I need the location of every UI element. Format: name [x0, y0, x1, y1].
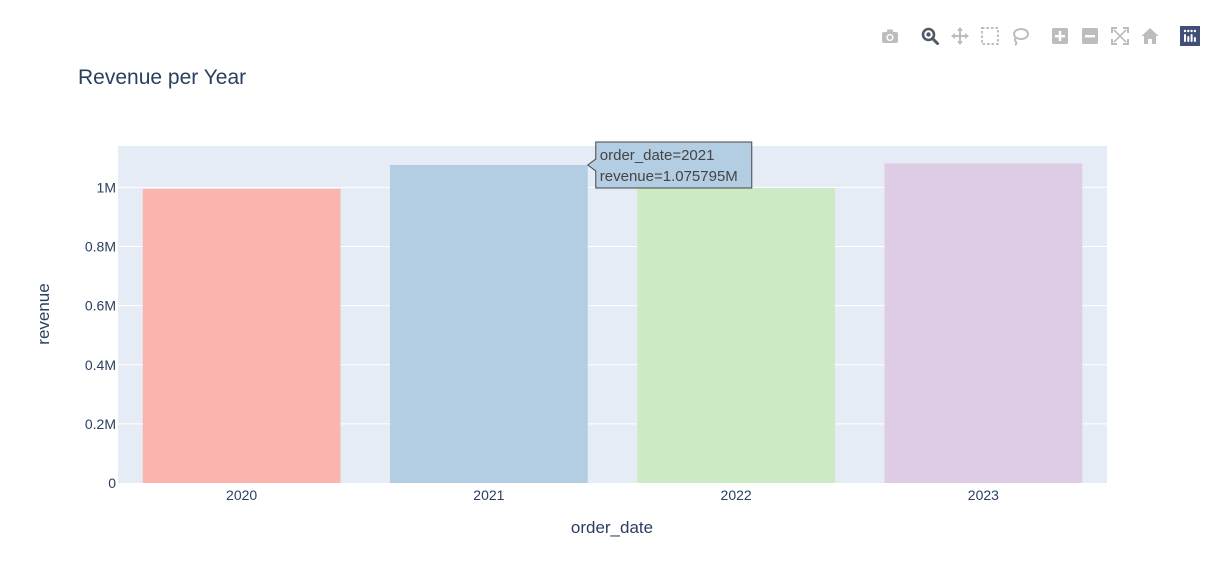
zoom-icon — [921, 27, 939, 45]
zoom-button[interactable] — [918, 24, 942, 48]
x-tick-label: 2021 — [473, 487, 504, 503]
box-select-button[interactable] — [978, 24, 1002, 48]
x-axis-title: order_date — [571, 518, 653, 537]
autoscale-button[interactable] — [1108, 24, 1132, 48]
y-axis-title: revenue — [34, 283, 53, 344]
bar-2023[interactable] — [884, 163, 1083, 483]
bars — [142, 163, 1083, 484]
lasso-select-button[interactable] — [1008, 24, 1032, 48]
x-tick-labels: 2020 2021 2022 2023 — [226, 487, 999, 503]
pan-button[interactable] — [948, 24, 972, 48]
reset-axes-button[interactable] — [1138, 24, 1162, 48]
y-tick-label: 0.4M — [85, 357, 116, 373]
zoom-out-icon — [1082, 28, 1098, 44]
pan-icon — [951, 27, 969, 45]
y-tick-label: 0.8M — [85, 239, 116, 255]
lasso-select-icon — [1013, 28, 1029, 46]
plotly-logo-link[interactable] — [1178, 24, 1202, 48]
hover-tooltip: order_date=2021 revenue=1.075795M — [586, 141, 753, 189]
x-tick-label: 2020 — [226, 487, 257, 503]
y-tick-label: 1M — [97, 179, 116, 195]
y-tick-label: 0.2M — [85, 416, 116, 432]
bar-2021[interactable] — [389, 164, 588, 483]
tooltip-box — [586, 141, 753, 189]
x-tick-label: 2022 — [721, 487, 752, 503]
y-tick-label: 0 — [108, 475, 116, 491]
zoom-out-button[interactable] — [1078, 24, 1102, 48]
zoom-in-button[interactable] — [1048, 24, 1072, 48]
camera-icon — [882, 29, 898, 43]
tooltip-line: order_date=2021 — [600, 147, 715, 164]
home-icon — [1141, 28, 1159, 44]
autoscale-icon — [1111, 27, 1129, 45]
chart-title: Revenue per Year — [78, 66, 246, 89]
camera-button[interactable] — [878, 24, 902, 48]
y-tick-labels: 0 0.2M 0.4M 0.6M 0.8M 1M — [85, 179, 116, 491]
zoom-in-icon — [1052, 28, 1068, 44]
bar-2020[interactable] — [142, 188, 341, 484]
x-tick-label: 2023 — [968, 487, 999, 503]
tooltip-line: revenue=1.075795M — [600, 168, 738, 185]
bar-2022[interactable] — [637, 187, 836, 484]
plotly-logo-icon — [1180, 26, 1200, 46]
box-select-icon — [981, 27, 999, 45]
y-tick-label: 0.6M — [85, 298, 116, 314]
